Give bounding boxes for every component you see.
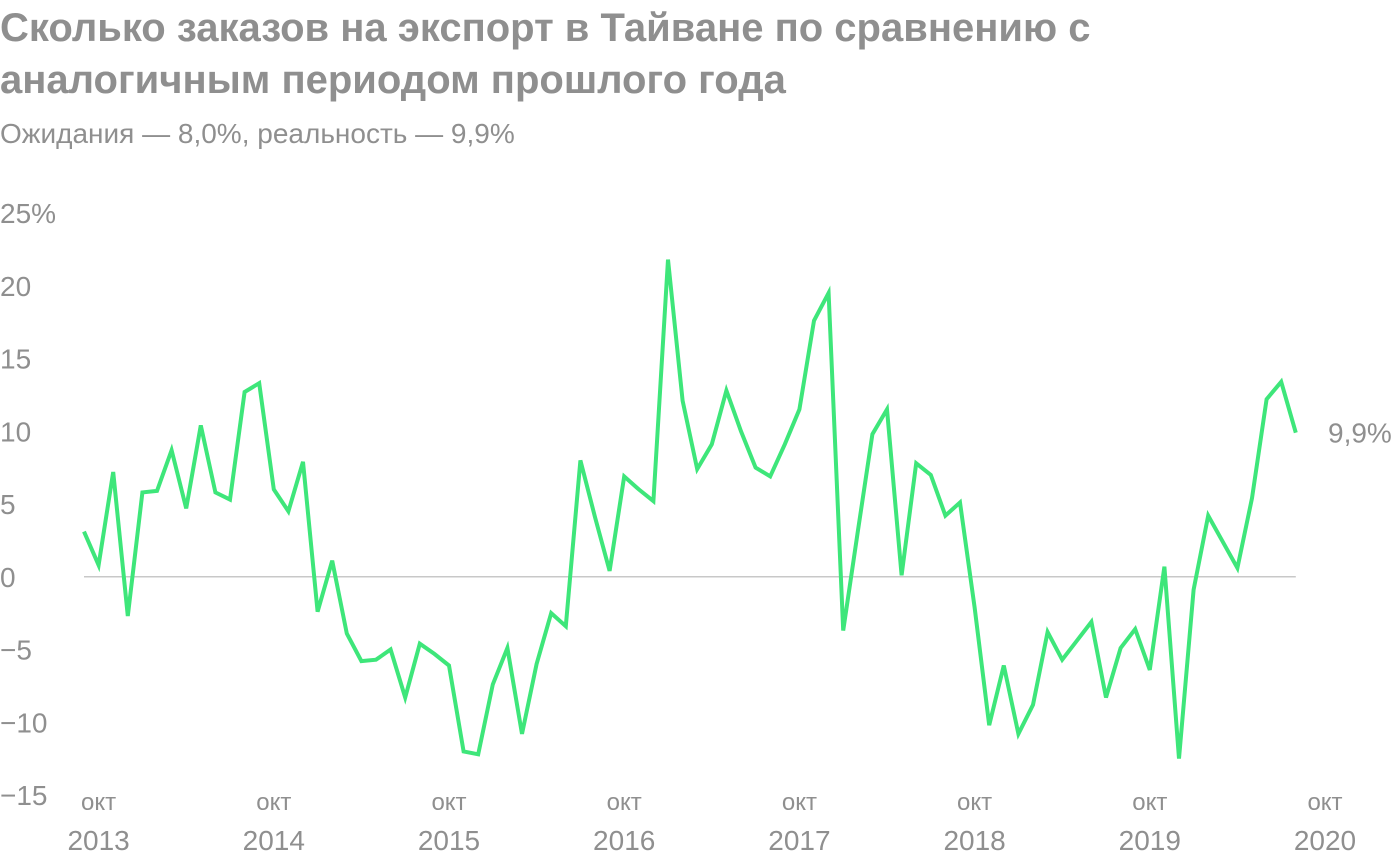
y-tick-label: 10 [0, 416, 31, 447]
x-tick-year: 2017 [768, 825, 830, 856]
x-tick-year: 2020 [1294, 825, 1356, 856]
y-tick-label: −5 [0, 635, 32, 666]
end-value-label: 9,9% [1328, 418, 1392, 449]
y-tick-label: 5 [0, 489, 16, 520]
x-axis: окт 2013 окт 2014 окт 2015 окт 2016 окт 2017 окт 20… [67, 789, 1356, 856]
y-tick-label: −15 [0, 780, 48, 811]
y-axis: 25% 20 15 10 5 0 −5 −10 −15 [0, 198, 56, 811]
x-tick-month: окт [431, 789, 466, 816]
y-tick-label: 25% [0, 198, 56, 229]
x-tick-month: окт [1307, 789, 1342, 816]
y-tick-label: 15 [0, 344, 31, 375]
x-tick-year: 2016 [593, 825, 655, 856]
series-layer [82, 259, 1298, 759]
x-tick-month: окт [81, 789, 116, 816]
x-tick-year: 2019 [1119, 825, 1181, 856]
x-tick-month: окт [256, 789, 291, 816]
x-tick-year: 2018 [943, 825, 1005, 856]
x-tick-year: 2013 [67, 825, 129, 856]
y-tick-label: 20 [0, 271, 31, 302]
series-line [82, 259, 1298, 759]
x-tick-year: 2015 [418, 825, 480, 856]
x-tick-month: окт [957, 789, 992, 816]
x-tick-month: окт [607, 789, 642, 816]
y-tick-label: 0 [0, 562, 16, 593]
chart-subtitle: Ожидания — 8,0%, реальность — 9,9% [0, 118, 515, 149]
chart-title: Сколько заказов на экспорт в Тайване по … [0, 6, 1091, 102]
y-tick-label: −10 [0, 707, 48, 738]
x-tick-month: окт [782, 789, 817, 816]
x-tick-month: окт [1132, 789, 1167, 816]
x-tick-year: 2014 [243, 825, 305, 856]
